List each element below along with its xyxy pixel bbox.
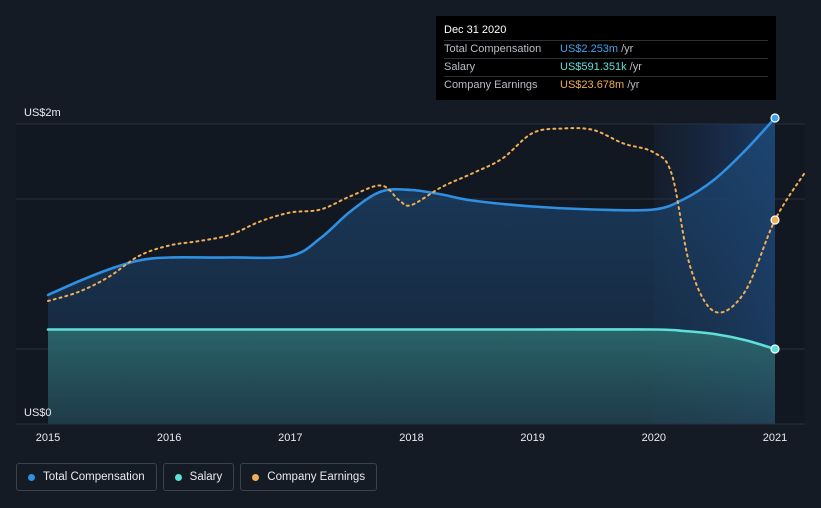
legend-dot xyxy=(252,473,260,481)
tooltip-unit: /yr xyxy=(629,61,642,73)
x-tick-label: 2021 xyxy=(763,432,787,444)
legend: Total Compensation Salary Company Earnin… xyxy=(16,463,378,491)
tooltip-label: Salary xyxy=(444,61,476,73)
tooltip-unit: /yr xyxy=(621,43,634,55)
total-compensation-line xyxy=(46,116,777,297)
legend-total-compensation[interactable]: Total Compensation xyxy=(16,463,157,491)
tooltip: Dec 31 2020 Total Compensation US$2.253m… xyxy=(436,16,776,100)
company-earnings-marker[interactable] xyxy=(770,215,780,225)
tooltip-date: Dec 31 2020 xyxy=(444,24,507,36)
y-tick-label: US$0 xyxy=(24,407,52,419)
legend-salary[interactable]: Salary xyxy=(162,463,235,491)
salary-marker[interactable] xyxy=(770,344,780,354)
legend-company-earnings[interactable]: Company Earnings xyxy=(240,463,378,491)
tooltip-row-salary: Salary US$591.351k /yr xyxy=(444,58,768,76)
legend-label: Salary xyxy=(189,471,223,483)
salary-line xyxy=(46,328,777,351)
legend-dot xyxy=(174,473,182,481)
x-tick-label: 2020 xyxy=(642,432,666,444)
legend-label: Total Compensation xyxy=(43,471,145,483)
x-tick-label: 2017 xyxy=(278,432,302,444)
salary-area xyxy=(48,329,775,424)
tooltip-value: US$23.678m xyxy=(560,79,625,91)
company-earnings-line xyxy=(47,127,807,314)
tooltip-row-total: Total Compensation US$2.253m /yr xyxy=(444,40,768,58)
x-tick-label: 2018 xyxy=(399,432,423,444)
y-tick-label: US$2m xyxy=(24,107,61,119)
tooltip-unit: /yr xyxy=(627,79,640,91)
total-compensation-marker[interactable] xyxy=(770,113,780,123)
tooltip-row-earnings: Company Earnings US$23.678m /yr xyxy=(444,76,768,94)
tooltip-label: Company Earnings xyxy=(444,79,538,91)
tooltip-value: US$591.351k xyxy=(560,61,627,73)
x-tick-label: 2016 xyxy=(157,432,181,444)
tooltip-value: US$2.253m xyxy=(560,43,619,55)
tooltip-label: Total Compensation xyxy=(444,43,542,55)
x-tick-label: 2019 xyxy=(520,432,544,444)
legend-dot xyxy=(28,473,35,481)
legend-label: Company Earnings xyxy=(267,471,366,483)
x-tick-label: 2015 xyxy=(36,432,60,444)
